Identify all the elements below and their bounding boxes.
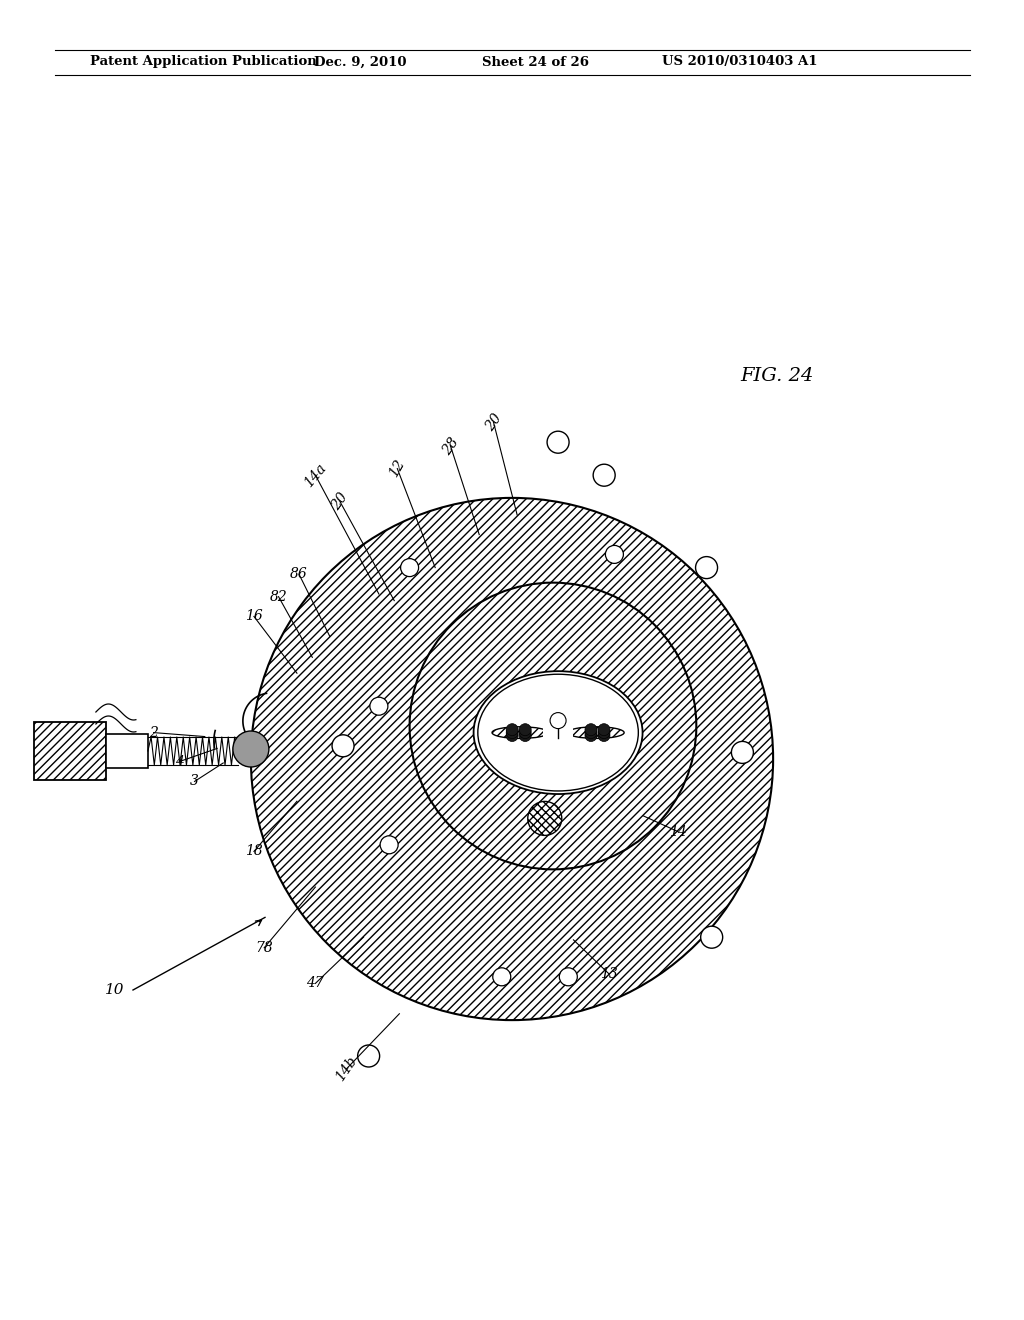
Bar [34, 722, 105, 780]
Circle shape [357, 1045, 380, 1067]
Circle shape [506, 723, 518, 735]
Ellipse shape [473, 671, 643, 795]
Circle shape [519, 723, 531, 735]
Text: 20: 20 [482, 411, 505, 434]
Circle shape [519, 730, 531, 742]
Text: 3: 3 [190, 775, 199, 788]
Text: 14a: 14a [302, 461, 329, 490]
Circle shape [598, 730, 610, 742]
Text: 16: 16 [245, 610, 263, 623]
Circle shape [410, 582, 696, 870]
Circle shape [585, 723, 597, 735]
Text: Sheet 24 of 26: Sheet 24 of 26 [481, 55, 589, 69]
Text: US 2010/0310403 A1: US 2010/0310403 A1 [663, 55, 818, 69]
Text: 14: 14 [669, 825, 687, 838]
Text: 28: 28 [439, 434, 462, 458]
Circle shape [506, 730, 518, 742]
Circle shape [559, 968, 578, 986]
Circle shape [251, 498, 773, 1020]
Text: Patent Application Publication: Patent Application Publication [90, 55, 316, 69]
Circle shape [731, 742, 754, 763]
Circle shape [695, 557, 718, 578]
Circle shape [370, 697, 388, 715]
Circle shape [598, 726, 610, 739]
Circle shape [527, 801, 562, 836]
Text: 14b: 14b [333, 1055, 359, 1084]
Circle shape [232, 731, 269, 767]
Text: 2: 2 [150, 726, 158, 739]
Circle shape [547, 432, 569, 453]
Circle shape [700, 927, 723, 948]
Circle shape [598, 723, 610, 735]
Circle shape [506, 726, 518, 739]
Text: FIG. 24: FIG. 24 [740, 367, 813, 385]
Circle shape [605, 545, 624, 564]
Circle shape [550, 713, 566, 729]
Circle shape [585, 730, 597, 742]
Text: 4: 4 [175, 755, 183, 768]
Circle shape [519, 726, 531, 739]
Text: 20: 20 [329, 490, 351, 513]
Bar [543, 727, 573, 738]
Text: 86: 86 [290, 568, 308, 581]
Text: 82: 82 [269, 590, 288, 603]
Bar [105, 734, 147, 768]
Circle shape [593, 465, 615, 486]
Text: Dec. 9, 2010: Dec. 9, 2010 [313, 55, 407, 69]
Circle shape [380, 836, 398, 854]
Text: 10: 10 [105, 983, 125, 997]
Circle shape [493, 968, 511, 986]
Circle shape [585, 726, 597, 739]
Text: 78: 78 [255, 941, 273, 954]
Text: 18: 18 [245, 845, 263, 858]
Circle shape [332, 735, 354, 756]
Text: 12: 12 [387, 458, 408, 479]
Circle shape [400, 558, 419, 577]
Text: 47: 47 [306, 977, 325, 990]
Text: 13: 13 [600, 968, 618, 981]
